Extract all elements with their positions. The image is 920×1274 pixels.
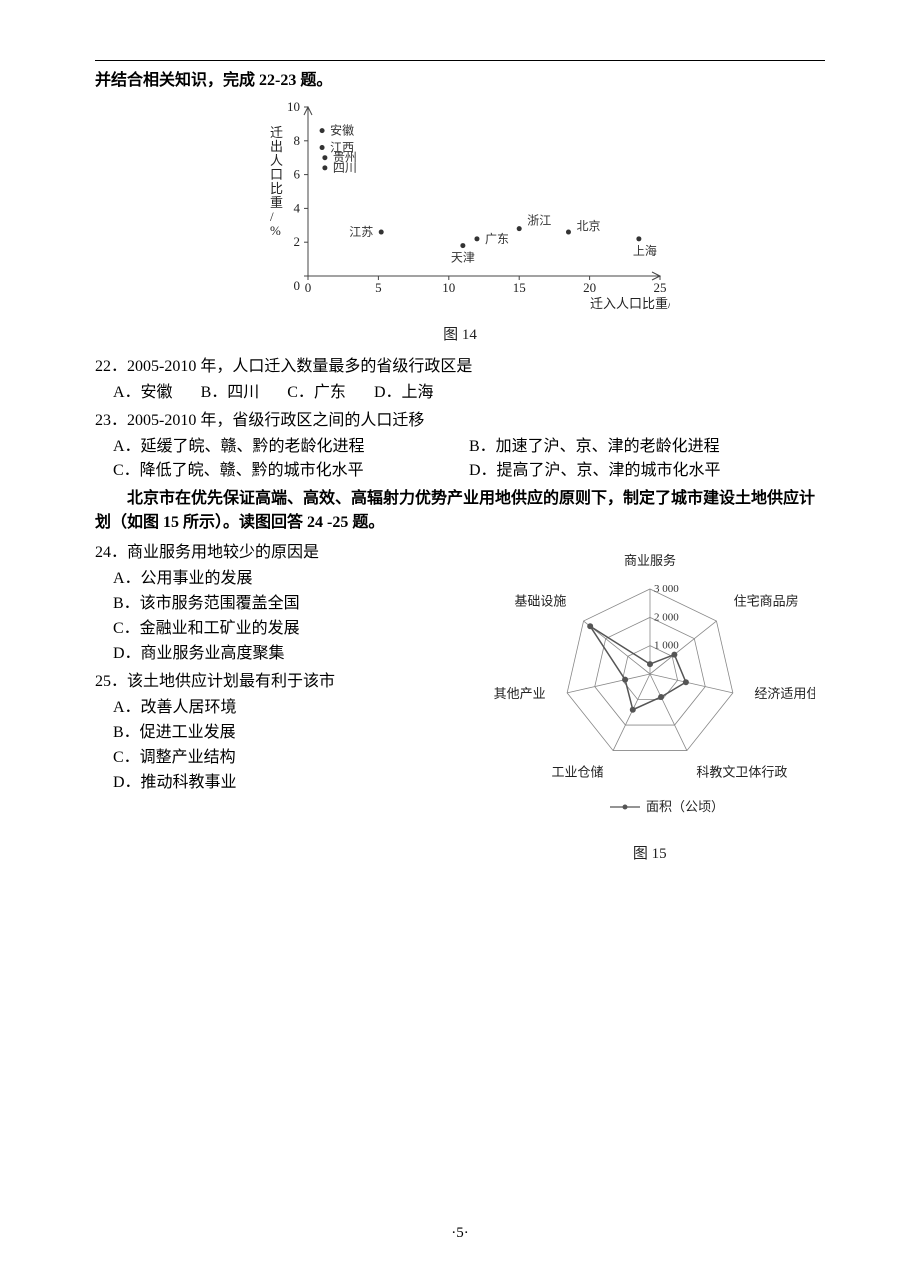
svg-text:20: 20 — [583, 280, 596, 295]
svg-text:住宅商品房: 住宅商品房 — [733, 593, 798, 608]
figure-14-caption: 图 14 — [95, 324, 825, 347]
q22-opt-a: A．安徽 — [113, 384, 173, 401]
q23-options: A．延缓了皖、赣、黔的老龄化进程 B．加速了沪、京、津的老龄化进程 C．降低了皖… — [95, 435, 825, 483]
svg-text:6: 6 — [294, 167, 301, 182]
scatter-svg: 05101520252468100迁出人口比重/%迁入人口比重/%安徽江西贵州四… — [250, 99, 670, 314]
svg-text:出: 出 — [270, 139, 283, 154]
svg-text:25: 25 — [654, 280, 667, 295]
svg-text:上海: 上海 — [633, 243, 657, 258]
question-22: 22．2005-2010 年，人口迁入数量最多的省级行政区是 A．安徽 B．四川… — [95, 355, 825, 405]
svg-text:10: 10 — [442, 280, 455, 295]
radar-svg: 1 000 2 000 3 000 商业服务住宅商品房经济适用住房科教文卫体行政 工业仓… — [485, 549, 815, 829]
svg-text:0: 0 — [305, 280, 312, 295]
q23-opt-b: B．加速了沪、京、津的老龄化进程 — [469, 435, 825, 459]
svg-text:天津: 天津 — [451, 251, 475, 265]
svg-text:2: 2 — [294, 234, 301, 249]
svg-text:基础设施: 基础设施 — [514, 593, 566, 608]
svg-text:8: 8 — [294, 133, 301, 148]
radar-chart: 1 000 2 000 3 000 商业服务住宅商品房经济适用住房科教文卫体行政 工业仓… — [485, 549, 815, 829]
q22-opt-c: C．广东 — [287, 384, 346, 401]
q25-opt-b: B．促进工业发展 — [113, 721, 475, 745]
figure-14-container: 05101520252468100迁出人口比重/%迁入人口比重/%安徽江西贵州四… — [95, 99, 825, 347]
q23-stem: 23．2005-2010 年，省级行政区之间的人口迁移 — [95, 409, 825, 433]
q23-opt-d: D．提高了沪、京、津的城市化水平 — [469, 459, 825, 483]
svg-text:其他产业: 其他产业 — [493, 685, 545, 700]
svg-text:15: 15 — [513, 280, 526, 295]
svg-text:比: 比 — [270, 181, 283, 196]
svg-text:工业仓储: 工业仓储 — [551, 764, 603, 779]
paragraph-24-25-intro: 北京市在优先保证高端、高效、高辐射力优势产业用地供应的原则下，制定了城市建设土地… — [95, 487, 825, 535]
q24-opt-a: A．公用事业的发展 — [113, 567, 475, 591]
svg-text:2 000: 2 000 — [654, 611, 679, 623]
svg-text:迁入人口比重/%: 迁入人口比重/% — [590, 296, 670, 311]
svg-text:浙江: 浙江 — [527, 214, 551, 228]
q24-opt-d: D．商业服务业高度聚集 — [113, 642, 475, 666]
q24-opt-c: C．金融业和工矿业的发展 — [113, 617, 475, 641]
svg-text:3 000: 3 000 — [654, 583, 679, 595]
question-24: 24．商业服务用地较少的原因是 A．公用事业的发展 B．该市服务范围覆盖全国 C… — [95, 541, 475, 666]
svg-text:迁: 迁 — [270, 125, 283, 140]
top-divider — [95, 60, 825, 61]
q22-opt-b: B．四川 — [201, 384, 260, 401]
svg-text:经济适用住房: 经济适用住房 — [754, 685, 815, 700]
q24-options: A．公用事业的发展 B．该市服务范围覆盖全国 C．金融业和工矿业的发展 D．商业… — [95, 567, 475, 666]
right-column-figure: 1 000 2 000 3 000 商业服务住宅商品房经济适用住房科教文卫体行政 工业仓… — [475, 539, 825, 866]
svg-text:面积（公顷）: 面积（公顷） — [646, 799, 724, 814]
section-24-25: 24．商业服务用地较少的原因是 A．公用事业的发展 B．该市服务范围覆盖全国 C… — [95, 539, 825, 866]
svg-text:口: 口 — [270, 167, 283, 182]
svg-text:0: 0 — [294, 278, 301, 293]
svg-text:重: 重 — [270, 195, 283, 210]
intro-text: 并结合相关知识，完成 22-23 题。 — [95, 69, 825, 93]
svg-text:科教文卫体行政: 科教文卫体行政 — [696, 764, 787, 779]
svg-text:江苏: 江苏 — [349, 225, 373, 239]
page-number: ·5· — [0, 1222, 920, 1245]
question-25: 25．该土地供应计划最有利于该市 A．改善人居环境 B．促进工业发展 C．调整产… — [95, 670, 475, 795]
q23-opt-c: C．降低了皖、赣、黔的城市化水平 — [113, 459, 469, 483]
svg-text:10: 10 — [287, 99, 300, 114]
svg-text:北京: 北京 — [576, 219, 600, 233]
figure-15-caption: 图 15 — [475, 843, 825, 866]
svg-text:4: 4 — [294, 200, 301, 215]
q23-opt-a: A．延缓了皖、赣、黔的老龄化进程 — [113, 435, 469, 459]
q24-stem: 24．商业服务用地较少的原因是 — [95, 541, 475, 565]
left-column-questions: 24．商业服务用地较少的原因是 A．公用事业的发展 B．该市服务范围覆盖全国 C… — [95, 539, 475, 799]
q22-stem: 22．2005-2010 年，人口迁入数量最多的省级行政区是 — [95, 355, 825, 379]
svg-text:商业服务: 商业服务 — [624, 553, 676, 568]
q25-options: A．改善人居环境 B．促进工业发展 C．调整产业结构 D．推动科教事业 — [95, 696, 475, 795]
svg-text:安徽: 安徽 — [330, 123, 354, 138]
q25-opt-d: D．推动科教事业 — [113, 771, 475, 795]
svg-text:人: 人 — [270, 153, 283, 168]
svg-text:1 000: 1 000 — [654, 639, 679, 651]
svg-text:5: 5 — [375, 280, 382, 295]
scatter-chart: 05101520252468100迁出人口比重/%迁入人口比重/%安徽江西贵州四… — [250, 99, 670, 314]
svg-text:%: % — [270, 223, 281, 238]
q22-opt-d: D．上海 — [374, 384, 434, 401]
q25-opt-a: A．改善人居环境 — [113, 696, 475, 720]
question-23: 23．2005-2010 年，省级行政区之间的人口迁移 A．延缓了皖、赣、黔的老… — [95, 409, 825, 483]
svg-text:广东: 广东 — [485, 232, 509, 246]
svg-text:/: / — [270, 209, 274, 224]
q25-stem: 25．该土地供应计划最有利于该市 — [95, 670, 475, 694]
q22-options: A．安徽 B．四川 C．广东 D．上海 — [95, 381, 825, 405]
svg-text:四川: 四川 — [333, 161, 357, 175]
q25-opt-c: C．调整产业结构 — [113, 746, 475, 770]
q24-opt-b: B．该市服务范围覆盖全国 — [113, 592, 475, 616]
